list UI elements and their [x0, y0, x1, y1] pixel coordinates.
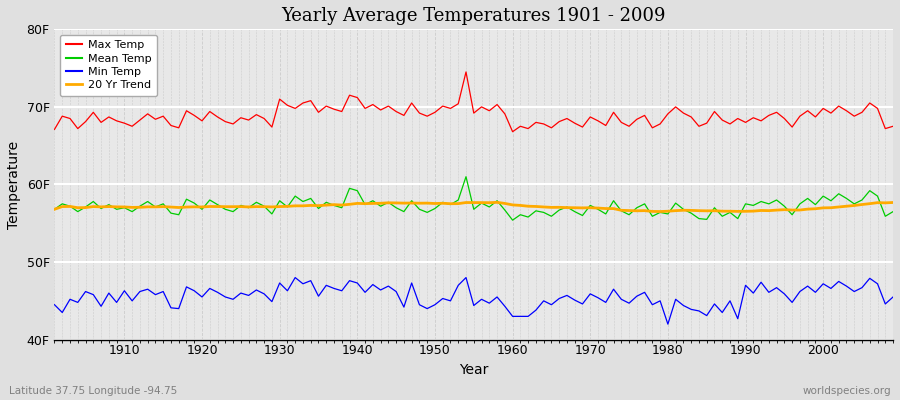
Text: Latitude 37.75 Longitude -94.75: Latitude 37.75 Longitude -94.75	[9, 386, 177, 396]
Title: Yearly Average Temperatures 1901 - 2009: Yearly Average Temperatures 1901 - 2009	[282, 7, 666, 25]
Text: worldspecies.org: worldspecies.org	[803, 386, 891, 396]
Legend: Max Temp, Mean Temp, Min Temp, 20 Yr Trend: Max Temp, Mean Temp, Min Temp, 20 Yr Tre…	[60, 35, 157, 96]
Y-axis label: Temperature: Temperature	[7, 140, 21, 228]
X-axis label: Year: Year	[459, 363, 489, 377]
